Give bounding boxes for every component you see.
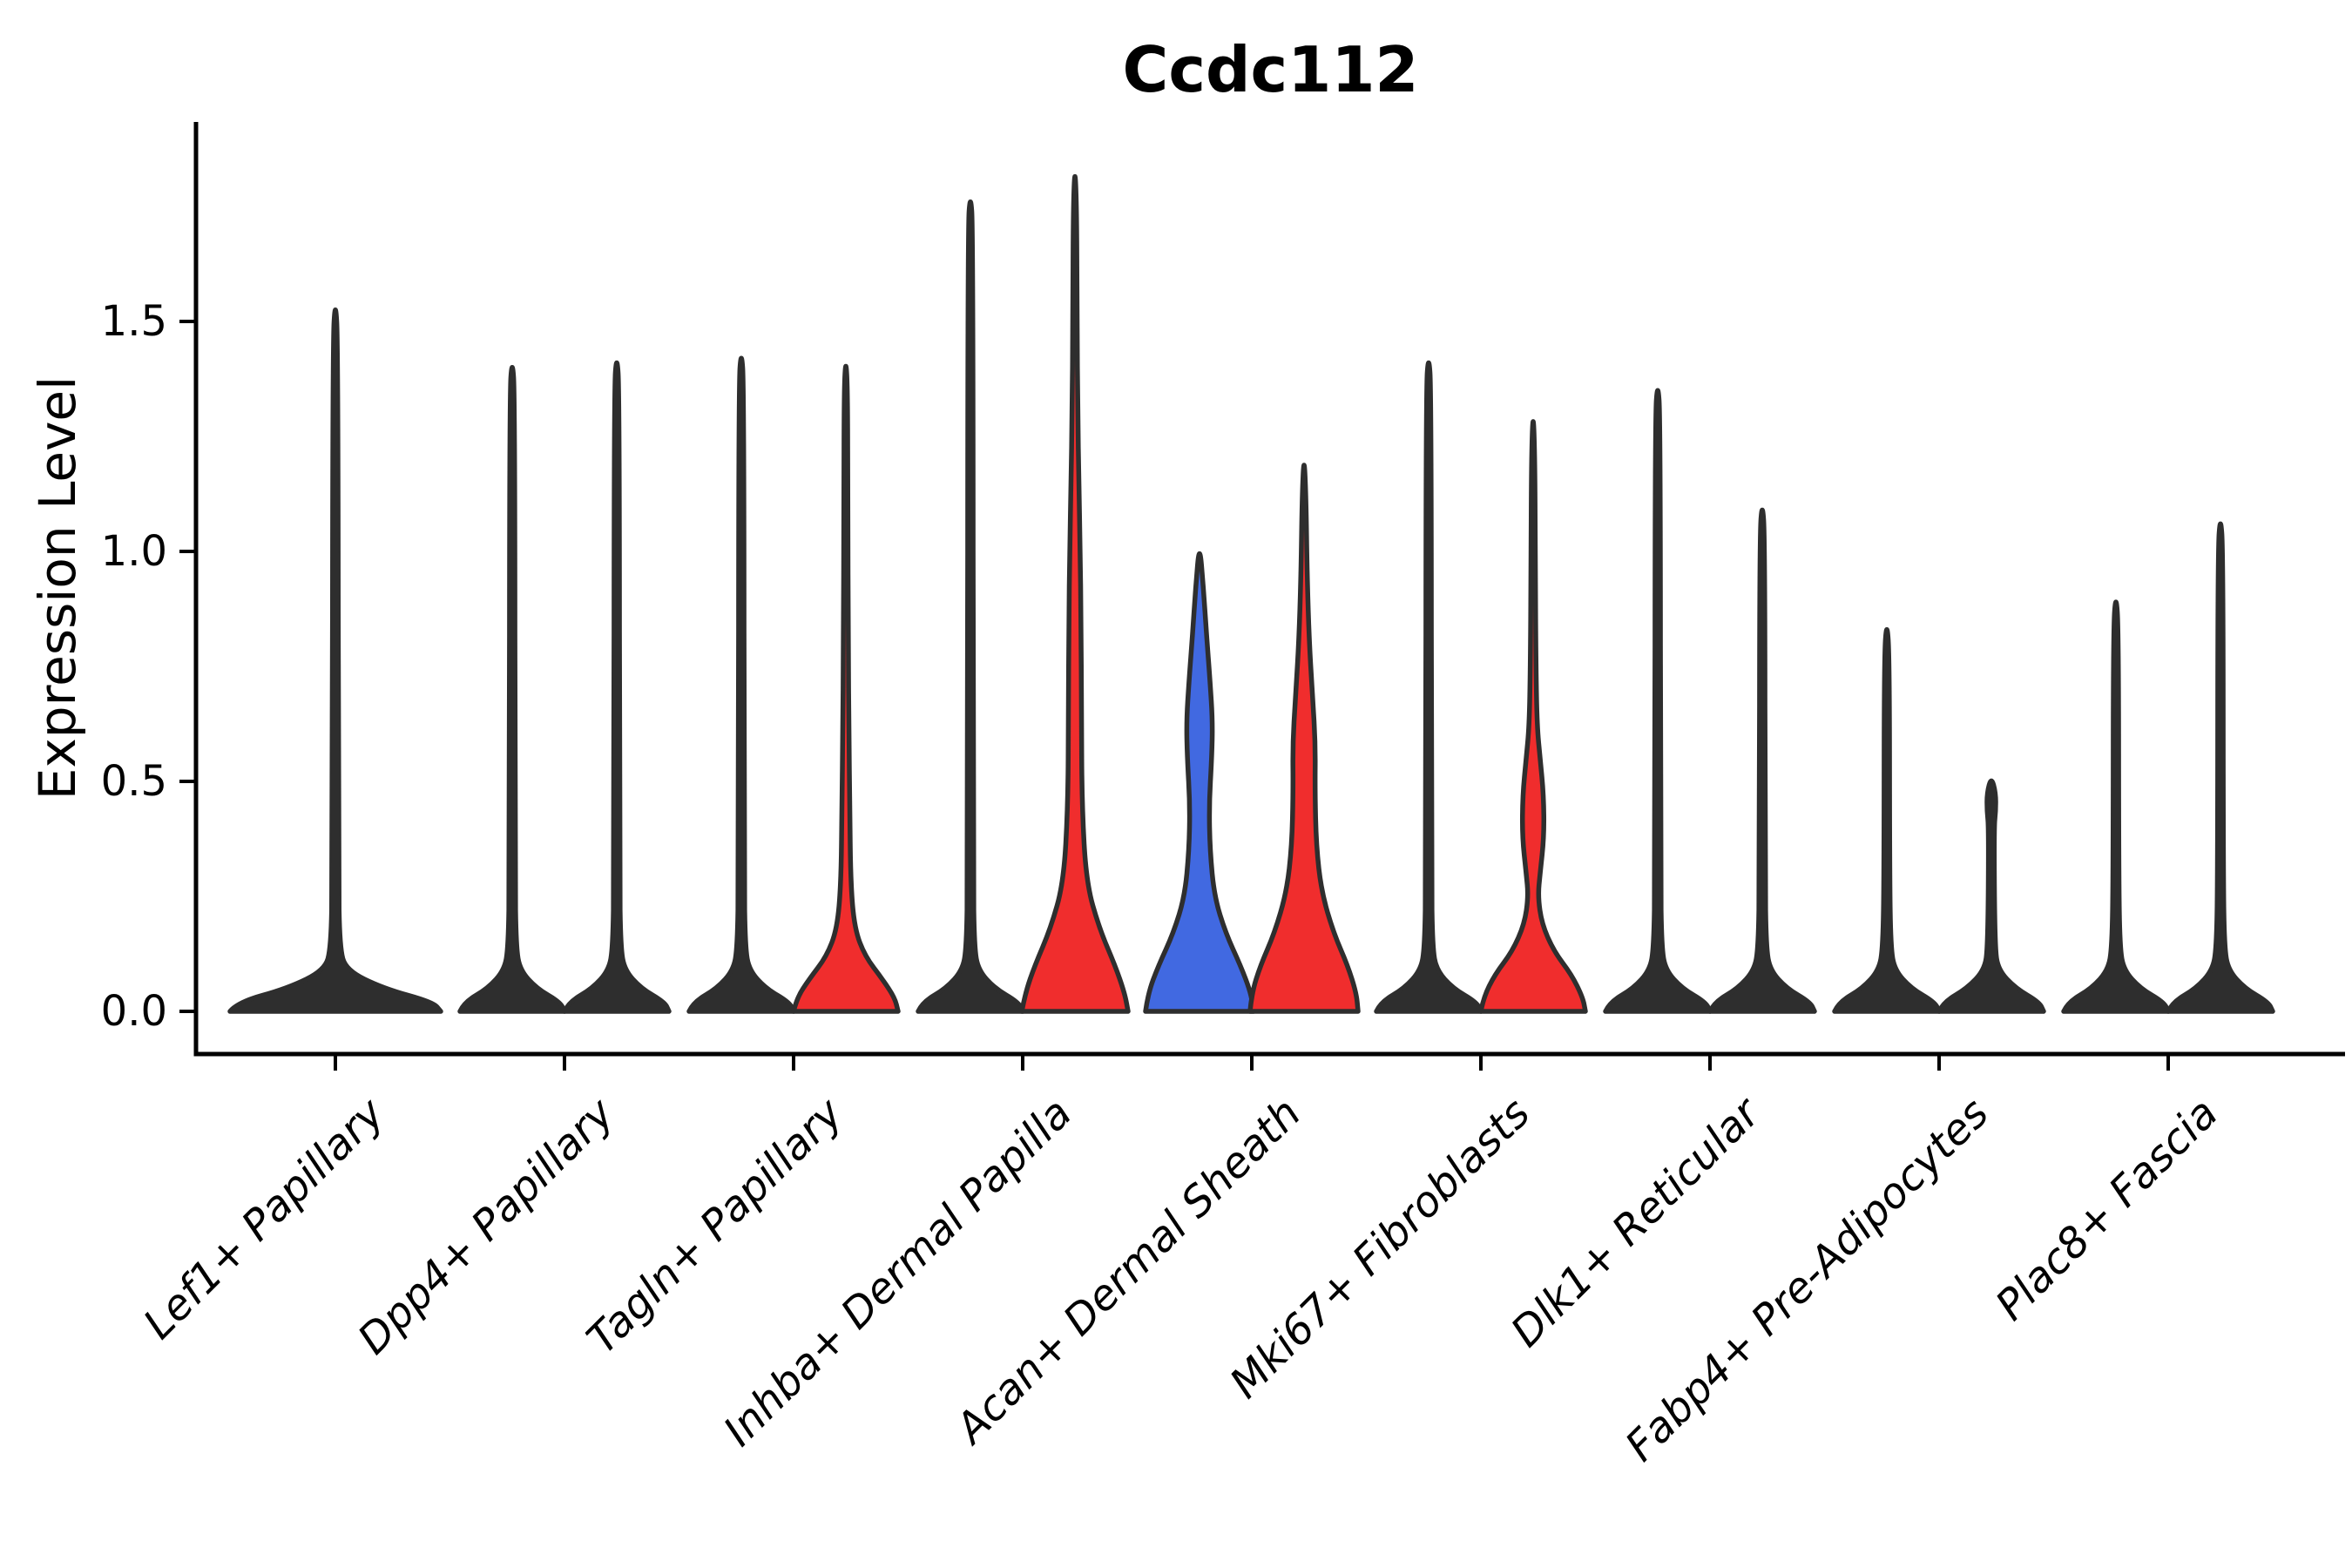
violin-dpp4-papillary-right	[562, 360, 672, 1014]
violin-acan-dermal-sheath-right	[1247, 463, 1361, 1014]
violin-tagln-papillary-right	[791, 363, 901, 1014]
page-title: Ccdc112	[1122, 33, 1419, 106]
violin-plac8-fascia-right	[2166, 521, 2275, 1014]
y-tick-label: 0.0	[100, 987, 167, 1036]
violin-acan-dermal-sheath-left	[1143, 551, 1256, 1014]
violin-dpp4-papillary-left	[457, 365, 567, 1014]
y-axis-label: Expression Level	[28, 375, 87, 801]
violin-fabp4-pre-adipocytes-right	[1936, 778, 2046, 1014]
y-tick-label: 0.5	[100, 757, 167, 806]
violin-fabp4-pre-adipocytes-left	[1832, 627, 1942, 1014]
violin-mki67-fibroblasts-right	[1478, 419, 1588, 1014]
violin-dlk1-reticular-right	[1707, 507, 1817, 1014]
violin-inhba-dermal-papilla-right	[1019, 173, 1131, 1014]
y-tick-label: 1.0	[100, 527, 167, 576]
violin-plac8-fascia-left	[2061, 599, 2171, 1014]
violin-inhba-dermal-papilla-left	[916, 199, 1025, 1014]
violin-lef1-papillary-full	[227, 308, 443, 1014]
violin-mki67-fibroblasts-left	[1374, 360, 1484, 1014]
y-tick-label: 1.5	[100, 297, 167, 346]
violin-tagln-papillary-left	[686, 355, 796, 1014]
violin-dlk1-reticular-left	[1603, 388, 1713, 1014]
